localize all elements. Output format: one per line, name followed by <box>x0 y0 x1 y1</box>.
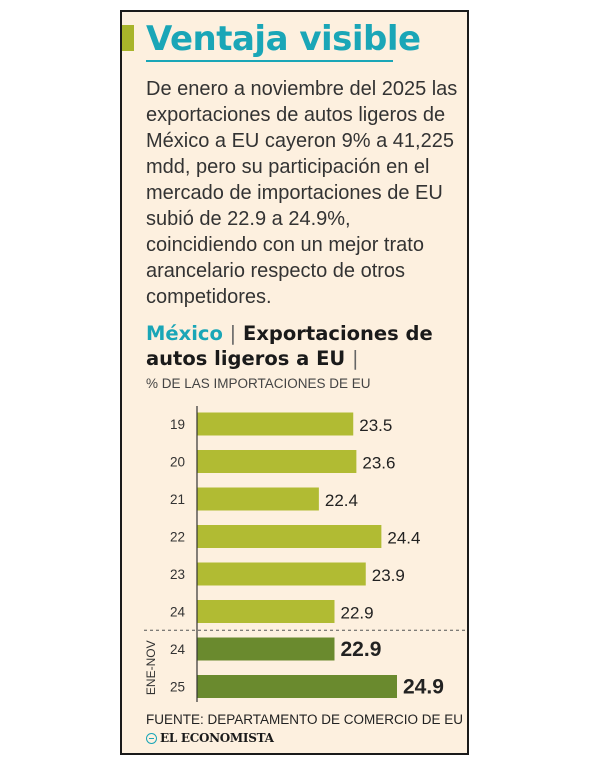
value-label-1: 23.6 <box>362 454 395 473</box>
category-label-0: 19 <box>170 417 185 432</box>
value-label-7: 24.9 <box>403 676 444 699</box>
bar-2 <box>197 487 319 511</box>
bar-5 <box>197 600 335 623</box>
el-economista-logo-icon <box>146 732 157 744</box>
bar-0 <box>197 412 354 436</box>
value-label-5: 22.9 <box>341 604 374 623</box>
bar-4 <box>197 562 366 586</box>
bar-1 <box>197 450 357 473</box>
category-label-4: 23 <box>170 567 185 582</box>
bar-3 <box>197 525 382 548</box>
chart-title-text: Exportaciones de autos ligeros a EU <box>146 322 433 370</box>
brand-name: EL ECONOMISTA <box>160 731 274 745</box>
chart-source: FUENTE: DEPARTAMENTO DE COMERCIO DE EU <box>146 712 464 727</box>
value-label-4: 23.9 <box>372 566 405 585</box>
title-underline <box>146 60 393 62</box>
bar-6 <box>197 637 335 661</box>
category-label-1: 20 <box>170 455 185 470</box>
value-label-6: 22.9 <box>341 638 382 661</box>
category-label-5: 24 <box>170 605 186 620</box>
chart-subtitle: % DE LAS IMPORTACIONES DE EU <box>146 376 371 391</box>
summary-paragraph: De enero a noviembre del 2025 las export… <box>146 78 458 308</box>
bar-7 <box>197 675 397 698</box>
bar-chart: 19 23.5 20 23.6 21 22.4 22 24.4 23 23.9 24 22.9 24 22… <box>144 406 467 702</box>
infographic-card <box>120 10 469 755</box>
value-label-0: 23.5 <box>359 416 392 435</box>
chart-title-trailing-separator: | <box>352 347 359 370</box>
infographic-title: Ventaja visible <box>146 19 421 59</box>
value-label-3: 24.4 <box>387 529 420 548</box>
category-label-2: 21 <box>170 492 185 507</box>
value-label-2: 22.4 <box>325 491 358 510</box>
brand-logo: EL ECONOMISTA <box>146 730 274 746</box>
chart-title-country: México <box>146 322 223 345</box>
category-label-6: 24 <box>170 642 186 657</box>
category-label-3: 22 <box>170 530 185 545</box>
title-accent-bar <box>122 25 134 51</box>
group-label: ENE-NOV <box>144 640 158 695</box>
category-label-7: 25 <box>170 680 185 695</box>
chart-title-separator: | <box>229 322 237 345</box>
chart-title: México | Exportaciones de autos ligeros … <box>146 321 461 371</box>
